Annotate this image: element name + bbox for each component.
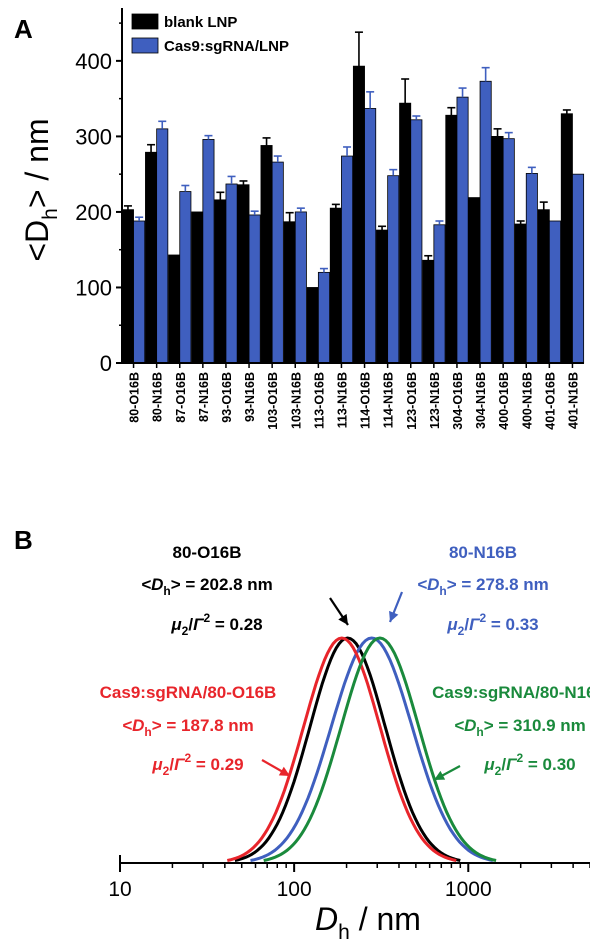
bar-blank-114-O16B [352,65,365,364]
x-tick-label: 103-O16B [266,372,280,430]
bar-blank-87-O16B [168,254,181,364]
x-tick-label: 113-O16B [312,372,326,429]
bar-blank-401-N16B [560,113,573,364]
annotation-pdi-2: μ2/Γ2 = 0.29 [151,751,243,778]
bar-cas9-400-N16B [525,173,538,364]
bar-cas9-304-N16B [479,80,492,364]
bar-cas9-401-N16B [572,173,585,364]
distribution-curve-1 [250,636,494,862]
x-tick-label: 87-O16B [174,372,188,423]
legend-label-1: Cas9:sgRNA/LNP [164,38,289,55]
legend-label-0: blank LNP [164,14,237,31]
panel-a-label: A [14,14,33,44]
x-tick-label: 93-O16B [220,372,234,423]
b-x-tick-label: 100 [277,878,312,901]
bar-cas9-113-O16B [317,271,330,364]
x-tick-label: 401-O16B [543,372,557,430]
bar-blank-113-O16B [306,287,319,364]
bar-blank-93-O16B [214,199,227,364]
x-tick-label: 113-N16B [335,372,349,428]
distribution-curve-3 [263,636,497,862]
y-tick-label: 300 [75,124,112,149]
annotation-pdi-1: μ2/Γ2 = 0.33 [446,611,538,638]
bar-blank-87-N16B [191,211,204,364]
bar-cas9-123-N16B [433,224,446,364]
x-tick-label: 400-O16B [497,372,511,430]
bar-cas9-114-O16B [364,108,377,364]
bar-cas9-304-O16B [456,96,469,364]
bar-cas9-400-O16B [502,138,515,364]
annotation-pdi-0: μ2/Γ2 = 0.28 [170,611,262,638]
bar-cas9-87-N16B [202,139,215,364]
bar-blank-114-N16B [376,229,389,364]
x-tick-label: 93-N16B [243,372,257,422]
bar-blank-304-N16B [468,197,481,364]
x-tick-label: 114-O16B [359,372,373,429]
bar-cas9-401-O16B [548,220,561,364]
x-tick-label: 400-N16B [520,372,534,429]
bar-cas9-114-N16B [387,175,400,364]
x-tick-label: 87-N16B [197,372,211,422]
x-tick-label: 103-N16B [289,372,303,429]
annotation-title-2: Cas9:sgRNA/80-O16B [100,683,277,702]
bar-blank-400-O16B [491,136,504,364]
bar-blank-113-N16B [329,207,342,364]
annotation-dh-1: <Dh> = 278.8 nm [417,575,549,598]
x-tick-label: 304-N16B [474,372,488,429]
annotation-pdi-3: μ2/Γ2 = 0.30 [483,751,575,778]
bar-cas9-87-O16B [179,191,192,364]
annotation-arrowhead-0 [338,613,348,625]
b-x-tick-label: 1000 [445,878,492,901]
annotation-dh-2: <Dh> = 187.8 nm [122,716,254,739]
bar-cas9-93-N16B [248,214,261,364]
y-tick-label: 400 [75,49,112,74]
bar-blank-93-N16B [237,184,250,364]
bar-blank-401-O16B [537,209,550,364]
x-tick-label: 304-O16B [451,372,465,430]
annotation-dh-3: <Dh> = 310.9 nm [454,716,586,739]
bar-blank-80-O16B [121,209,134,364]
panel-b-label: B [14,525,33,555]
y-tick-label: 0 [100,351,112,376]
x-tick-label: 401-N16B [566,372,580,429]
b-x-tick-label: 10 [108,878,131,901]
bar-blank-400-N16B [514,223,527,364]
x-tick-label: 123-O16B [405,372,419,430]
bar-cas9-103-N16B [294,211,307,364]
bar-cas9-103-O16B [271,161,284,364]
distribution-curve-0 [234,636,461,862]
bar-blank-123-O16B [399,102,412,364]
b-x-axis-label: Dh / nm [315,901,421,940]
bar-cas9-80-N16B [156,128,169,364]
x-tick-label: 80-O16B [128,372,142,423]
legend-swatch-1 [131,37,159,54]
x-tick-label: 114-N16B [382,372,396,428]
y-axis-label: <Dh> / nm [19,118,62,261]
bar-cas9-80-O16B [133,220,146,364]
bar-blank-304-O16B [445,114,458,364]
annotation-title-0: 80-O16B [173,543,242,562]
annotation-title-3: Cas9:sgRNA/80-N16B [432,683,590,702]
x-tick-label: 80-N16B [151,372,165,422]
bar-blank-103-O16B [260,145,273,364]
y-tick-label: 200 [75,200,112,225]
annotation-arrowhead-2 [278,766,290,776]
bar-cas9-123-O16B [410,119,423,364]
distribution-curve-2 [226,636,457,862]
bar-cas9-113-N16B [341,155,354,364]
y-tick-label: 100 [75,275,112,300]
annotation-arrowhead-1 [389,610,399,622]
bar-blank-103-N16B [283,221,296,364]
annotation-arrowhead-3 [434,770,446,780]
annotation-dh-0: <Dh> = 202.8 nm [141,575,273,598]
bar-cas9-93-O16B [225,183,238,364]
legend-swatch-0 [131,13,159,30]
annotation-title-1: 80-N16B [449,543,517,562]
bar-blank-123-N16B [422,259,435,364]
x-tick-label: 123-N16B [428,372,442,429]
bar-blank-80-N16B [145,151,158,364]
